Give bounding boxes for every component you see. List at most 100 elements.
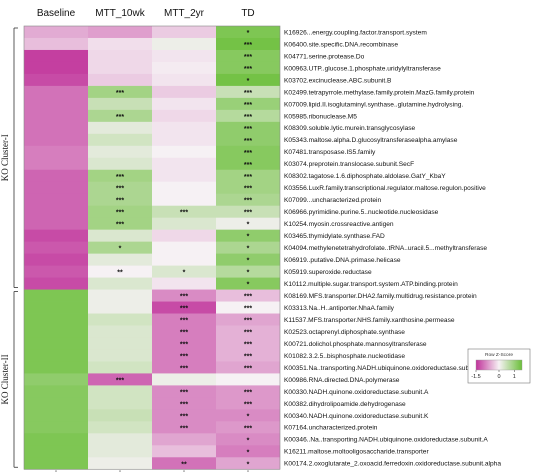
heatmap-cell [88, 301, 152, 314]
row-label: K08169.MFS.transporter.DHA2.family.multi… [284, 293, 477, 300]
significance-mark: *** [244, 425, 252, 432]
heatmap-cell [24, 301, 88, 314]
significance-mark: *** [244, 329, 252, 336]
heatmap-cell [152, 169, 216, 183]
heatmap-cell [216, 229, 280, 243]
heatmap-cell [216, 337, 280, 350]
heatmap-cell [216, 181, 280, 195]
significance-mark: *** [180, 413, 188, 420]
heatmap-cell [24, 445, 88, 458]
heatmap-cell [152, 253, 216, 266]
heatmap-cell [216, 373, 280, 386]
heatmap-cell [216, 301, 280, 314]
heatmap-cell [216, 73, 280, 87]
row-label: K00346..Na..transporting.NADH.ubiquinone… [284, 437, 488, 444]
heatmap-cell [216, 133, 280, 147]
heatmap-cell [152, 265, 216, 278]
significance-mark: * [247, 78, 250, 85]
row-label: K04094.methylenetetrahydrofolate..tRNA..… [284, 245, 487, 252]
significance-mark: *** [244, 210, 252, 217]
heatmap-cell [152, 397, 216, 410]
significance-mark: *** [244, 66, 252, 73]
significance-mark: * [247, 461, 250, 468]
significance-mark: *** [244, 162, 252, 169]
significance-mark: *** [244, 42, 252, 49]
heatmap-cell [152, 313, 216, 326]
significance-mark: *** [180, 294, 188, 301]
heatmap-cell [24, 97, 88, 111]
heatmap-cell [216, 49, 280, 63]
heatmap-cell [152, 49, 216, 63]
row-label: K00174.2.oxoglutarate_2.oxoacid.ferredox… [284, 461, 501, 468]
heatmap-cell [216, 26, 280, 39]
heatmap-cell [24, 217, 88, 231]
heatmap-cell [216, 457, 280, 470]
heatmap-cell [152, 457, 216, 470]
heatmap-cell [216, 193, 280, 207]
heatmap-cell [88, 289, 152, 302]
heatmap-cell [152, 121, 216, 135]
heatmap-cell [152, 193, 216, 207]
heatmap-cell [24, 61, 88, 75]
heatmap-cell [24, 145, 88, 159]
heatmap-cell [152, 301, 216, 314]
row-labels: K16926...energy.coupling.factor.transpor… [284, 29, 501, 467]
heatmap-cell [24, 37, 88, 51]
heatmap-cell [152, 205, 216, 219]
column-header: MTT_2yr [164, 8, 205, 19]
row-label: K07009.lipid.II.isoglutaminyl.synthase..… [284, 101, 463, 108]
row-label: K03556.LuxR.family.transcriptional.regul… [284, 185, 486, 192]
heatmap-cell [216, 85, 280, 99]
row-label: K07481.transposase.IS5.family [284, 149, 376, 156]
significance-mark: *** [244, 150, 252, 157]
heatmap-cell [24, 337, 88, 350]
heatmap-cell [152, 277, 216, 290]
heatmap-cell [216, 277, 280, 290]
heatmap-cell [24, 85, 88, 99]
legend-tick-label: 1 [513, 374, 516, 380]
heatmap-cell [216, 145, 280, 159]
row-label: K02523.octaprenyl.diphosphate.synthase [284, 329, 405, 336]
heatmap-cell [216, 433, 280, 446]
cluster-label: KO Cluster-II [0, 354, 10, 404]
significance-mark: *** [244, 186, 252, 193]
significance-mark: *** [244, 114, 252, 121]
heatmap-cells [23, 25, 281, 470]
row-label: K07099...uncharacterized.protein [284, 197, 381, 204]
significance-mark: *** [244, 389, 252, 396]
heatmap-cell [88, 349, 152, 362]
heatmap-cell [88, 109, 152, 123]
heatmap-cell [24, 121, 88, 135]
heatmap-cell [216, 385, 280, 398]
significance-mark: *** [244, 174, 252, 181]
heatmap-cell [152, 157, 216, 171]
significance-mark: *** [180, 389, 188, 396]
significance-mark: * [247, 449, 250, 456]
row-label: K03313.Na..H..antiporter.NhaA.family [284, 305, 395, 312]
row-label: K08309.soluble.lytic.murein.transglycosy… [284, 125, 416, 132]
significance-mark: * [247, 437, 250, 444]
heatmap-cell [88, 121, 152, 135]
heatmap-cell [88, 313, 152, 326]
significance-mark: * [247, 246, 250, 253]
row-label: K05919.superoxide.reductase [284, 269, 372, 276]
heatmap-cell [24, 109, 88, 123]
heatmap-cell [88, 217, 152, 231]
heatmap-cell [216, 445, 280, 458]
legend-tick-label: 0 [497, 374, 500, 380]
row-label: K00340.NADH.quinone.oxidoreductase.subun… [284, 413, 429, 420]
row-label: K16211.maltose.moltooligosaccharide.tran… [284, 449, 429, 456]
row-label: K06966.pyrimidine.purine.5..nucleotide.n… [284, 209, 439, 216]
heatmap-cell [216, 313, 280, 326]
row-label: K06400.site.specific.DNA.recombinase [284, 41, 398, 48]
significance-mark: * [247, 270, 250, 277]
heatmap-cell [216, 241, 280, 255]
row-label: K16926...energy.coupling.factor.transpor… [284, 29, 427, 36]
heatmap-cell [24, 361, 88, 374]
heatmap-cell [24, 385, 88, 398]
row-label: K03074.preprotein.translocase.subunit.Se… [284, 161, 414, 168]
heatmap-cell [216, 361, 280, 374]
heatmap-cell [24, 325, 88, 338]
row-label: K03702.excinuclease.ABC.subunit.B [284, 77, 392, 84]
